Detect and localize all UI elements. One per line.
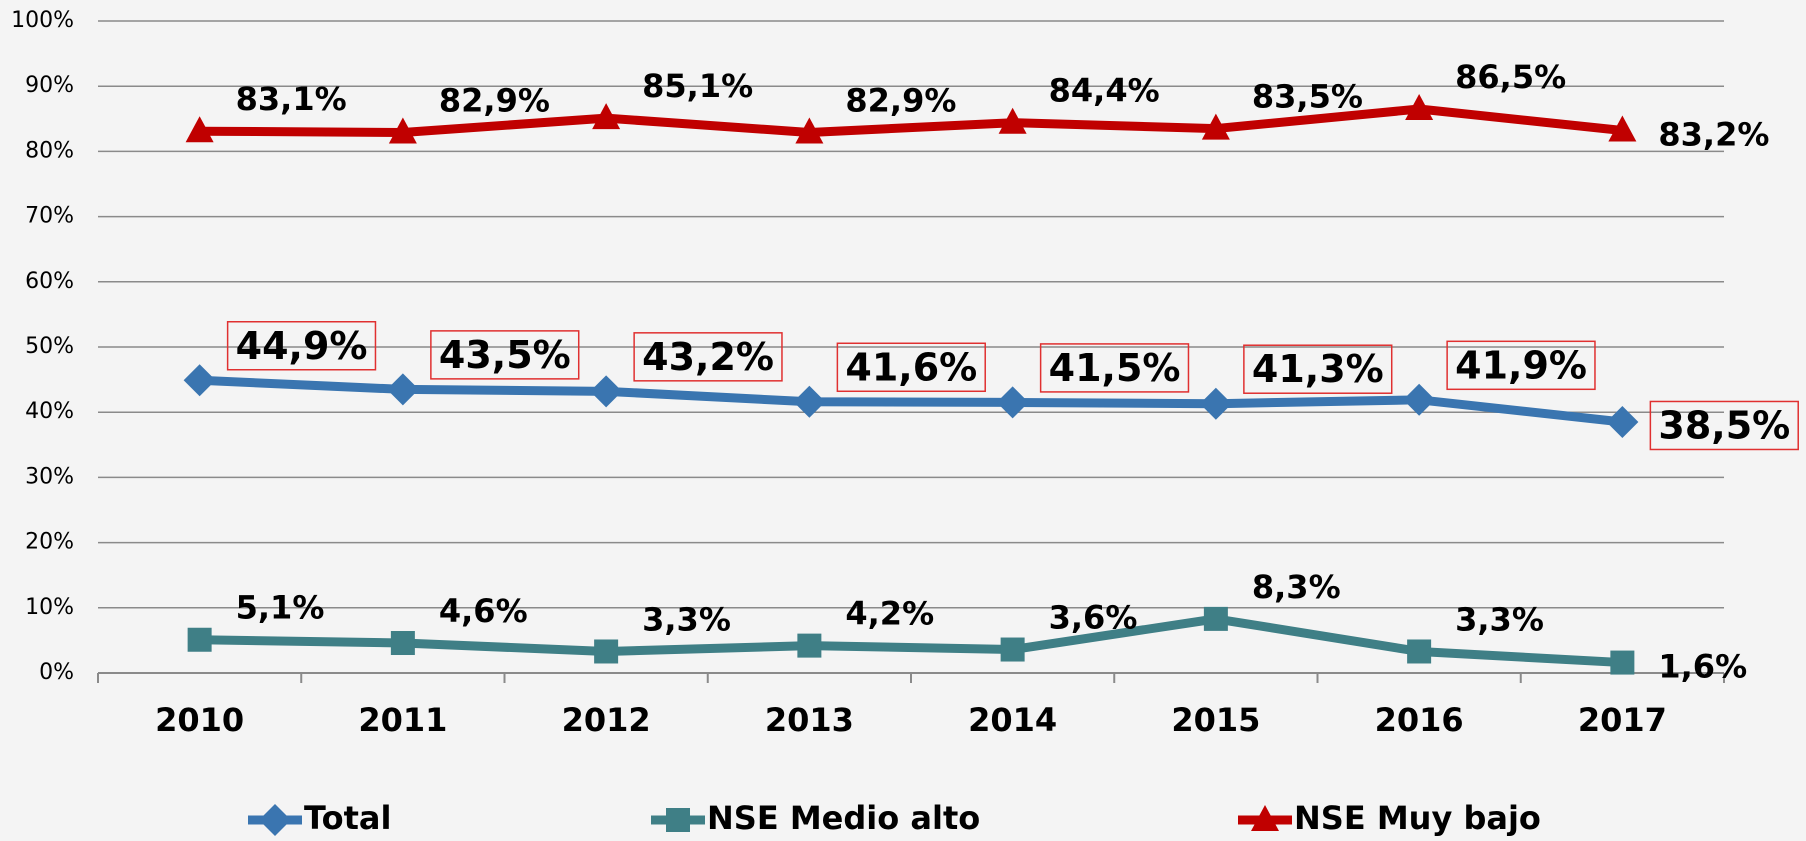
legend-label: Total [304,799,391,837]
y-tick-label: 100% [11,8,74,33]
data-label-box [1649,400,1799,451]
y-tick-label: 20% [25,530,74,555]
data-label: 43,5% [439,333,571,377]
y-tick-label: 0% [39,660,74,685]
data-label: 83,2% [1658,116,1769,154]
marker [1407,639,1432,664]
data-label: 83,1% [236,80,347,118]
marker [996,386,1029,419]
x-tick-label: 2017 [1578,701,1667,739]
y-tick-label: 50% [25,334,74,359]
data-label: 3,3% [642,600,731,638]
x-tick-label: 2011 [358,701,447,739]
x-tick-label: 2013 [765,701,854,739]
data-label: 3,6% [1049,599,1138,637]
data-label: 4,2% [845,595,934,633]
marker [795,117,824,144]
marker [1403,383,1436,416]
marker [797,633,822,658]
data-label: 1,6% [1658,648,1747,686]
y-tick-label: 30% [25,464,74,489]
data-label: 82,9% [439,81,550,119]
x-tick-label: 2010 [155,701,244,739]
marker [594,639,619,664]
marker [590,375,623,408]
data-label: 82,9% [845,81,956,119]
data-label: 84,4% [1049,72,1160,110]
data-label: 5,1% [236,589,325,627]
marker [183,364,216,397]
series-line [199,614,1623,668]
y-tick-label: 60% [25,269,74,294]
data-label-box [836,342,986,393]
data-label: 3,3% [1455,600,1544,638]
marker [187,627,212,652]
data-label: 41,9% [1455,343,1587,387]
marker [386,373,419,406]
data-label: 43,2% [642,335,774,379]
marker [1201,113,1230,140]
y-tick-label: 10% [25,595,74,620]
data-label: 41,3% [1252,347,1384,391]
data-label: 41,5% [1049,346,1181,390]
marker [1405,94,1434,121]
marker [1199,387,1232,420]
y-tick-label: 40% [25,399,74,424]
x-tick-label: 2015 [1171,701,1260,739]
data-label: 4,6% [439,592,528,630]
series-line [199,104,1623,137]
series-line [199,375,1623,427]
marker [1203,606,1228,631]
data-label-box [1039,343,1190,393]
marker [1606,405,1639,438]
marker [185,116,214,143]
data-label: 86,5% [1455,58,1566,96]
marker [390,631,415,656]
data-label: 8,3% [1252,568,1341,606]
data-label: 41,6% [845,345,977,389]
marker [1610,650,1635,675]
marker [998,107,1027,134]
data-label: 85,1% [642,67,753,105]
data-label: 38,5% [1658,403,1790,447]
data-label-box [1446,340,1596,391]
legend-label: NSE Muy bajo [1294,799,1541,837]
x-tick-label: 2012 [562,701,651,739]
x-tick-label: 2014 [968,701,1057,739]
data-label-box [226,321,377,371]
legend-label: NSE Medio alto [707,799,980,837]
marker [388,117,417,144]
marker [793,385,826,418]
data-label-box [1243,344,1393,394]
marker [1608,115,1637,142]
marker [1000,637,1025,662]
marker [1251,805,1279,831]
y-tick-label: 70% [25,204,74,229]
data-label: 83,5% [1252,78,1363,116]
data-label: 44,9% [236,324,368,368]
data-label-box [430,330,580,380]
data-label-box [633,332,783,382]
marker [666,808,690,832]
y-tick-label: 80% [25,138,74,163]
y-tick-label: 90% [25,73,74,98]
marker [259,804,291,836]
x-tick-label: 2016 [1375,701,1464,739]
marker [592,103,621,130]
